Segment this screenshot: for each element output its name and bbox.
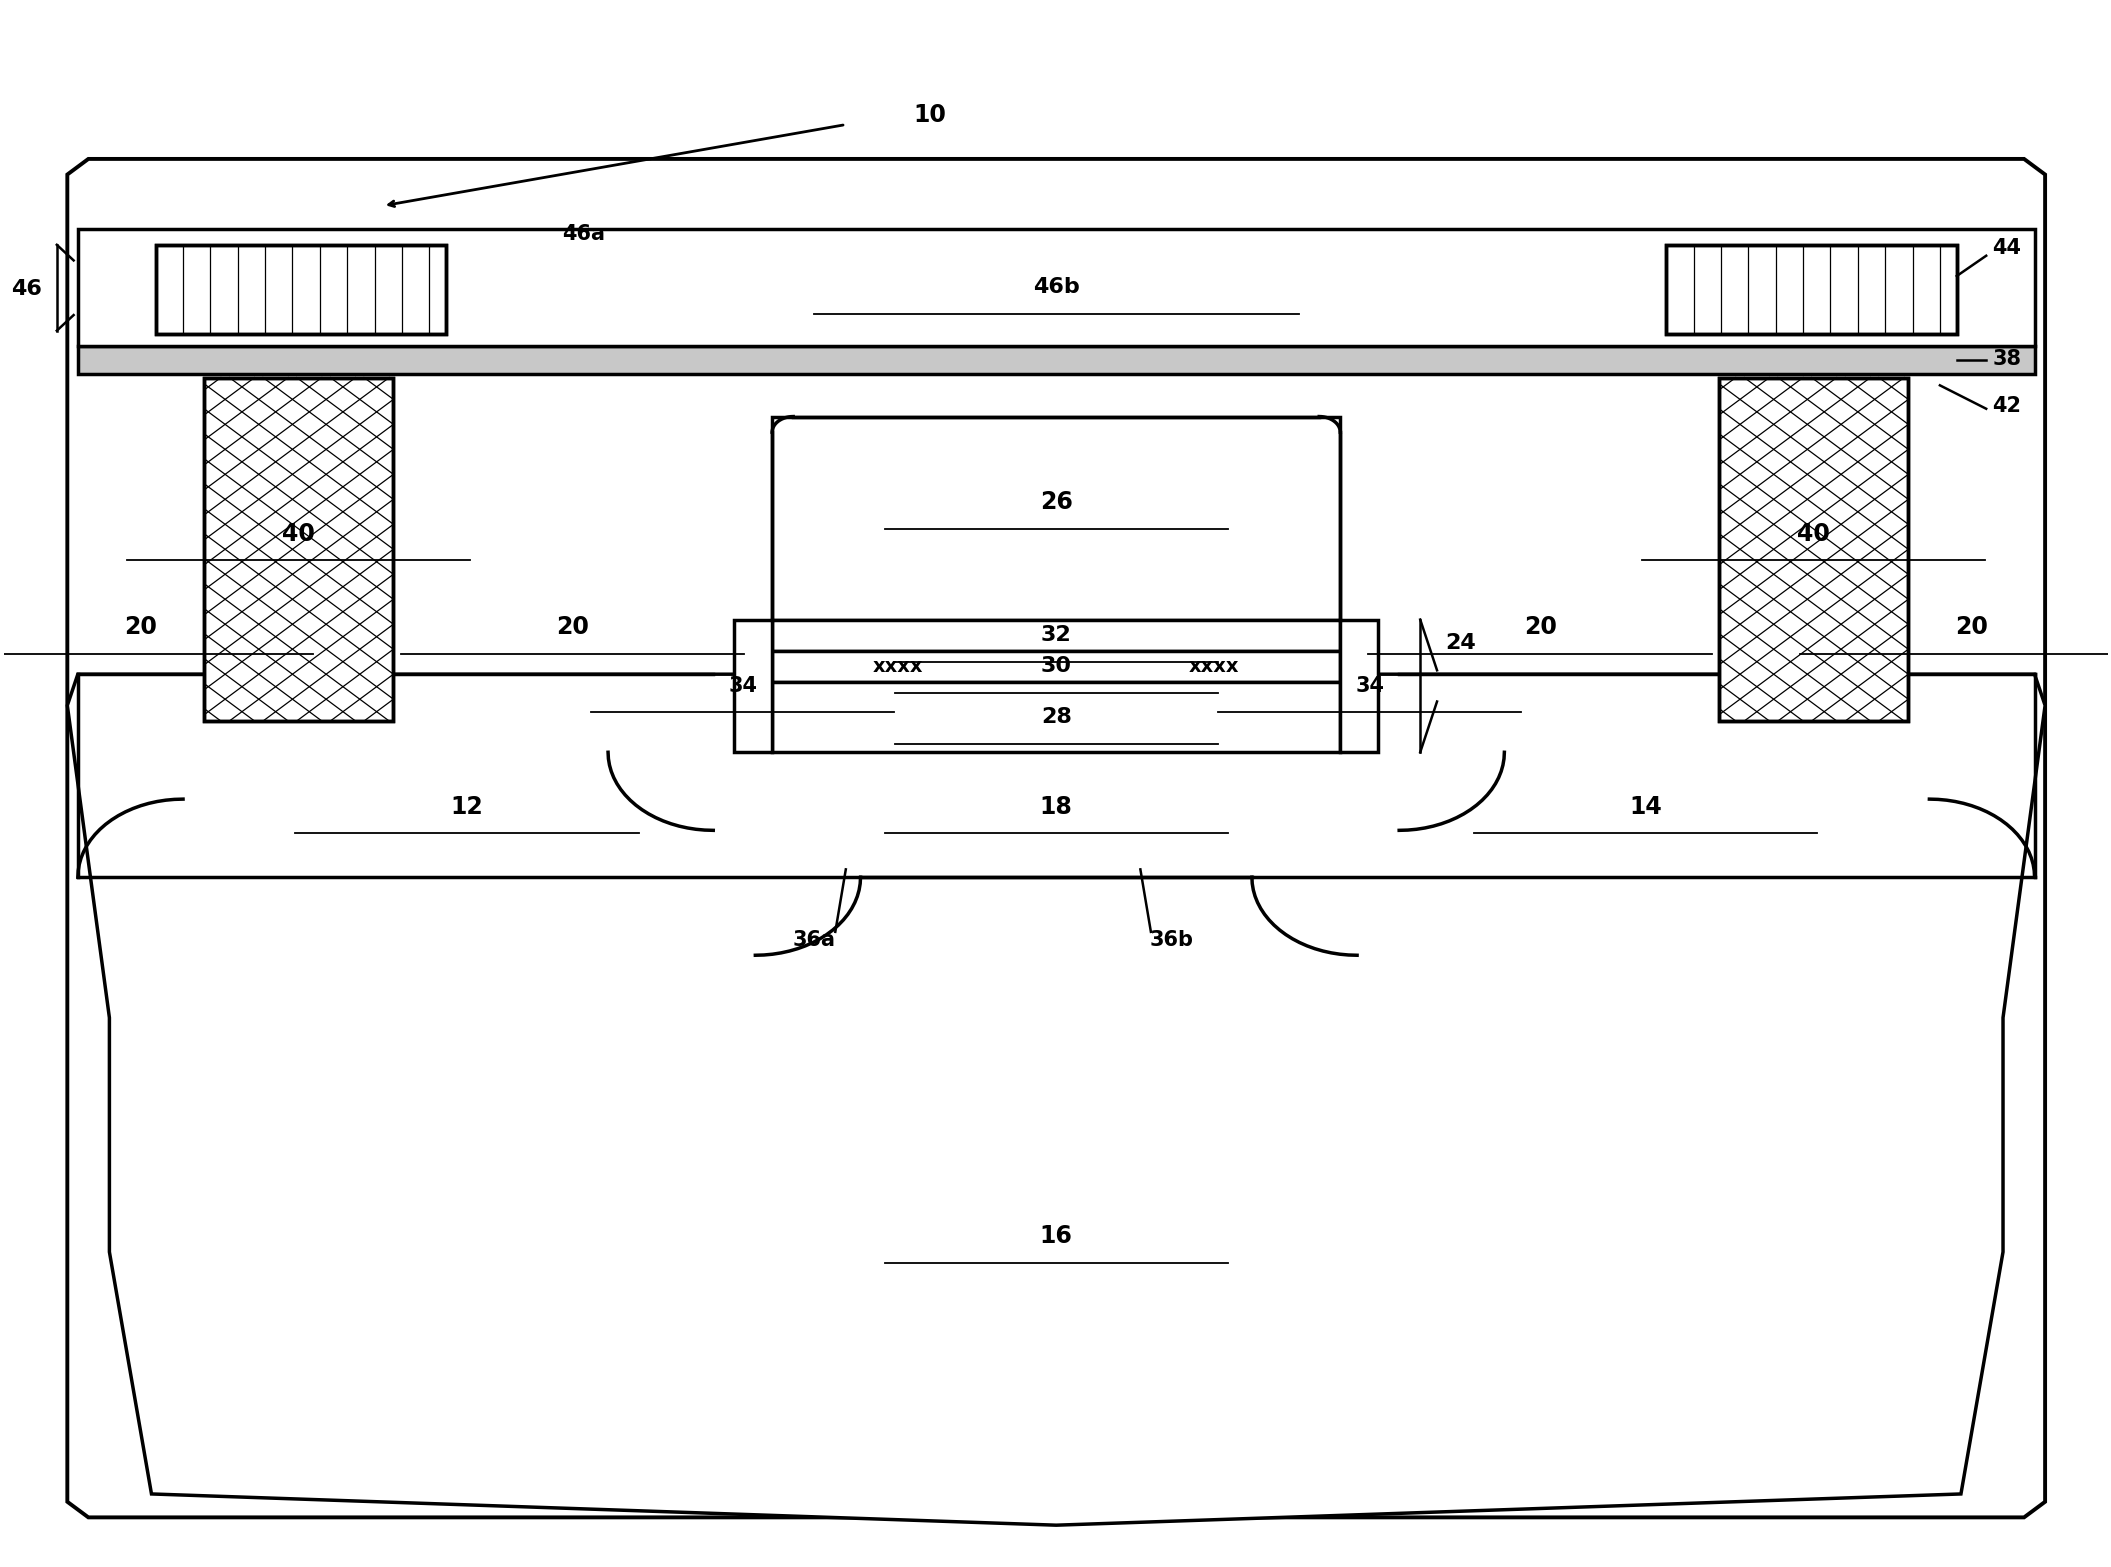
Text: 46b: 46b [1032, 277, 1079, 298]
Text: xxxx: xxxx [1188, 657, 1239, 675]
Text: 14: 14 [1630, 794, 1661, 820]
Text: 16: 16 [1041, 1224, 1072, 1249]
Polygon shape [205, 378, 393, 721]
Text: 38: 38 [1993, 349, 2022, 368]
Text: 34: 34 [728, 675, 758, 696]
Polygon shape [156, 244, 445, 334]
Text: 36a: 36a [794, 929, 836, 950]
Polygon shape [78, 229, 2035, 346]
Polygon shape [78, 346, 2035, 375]
Text: 32: 32 [1041, 625, 1072, 646]
Text: 20: 20 [1955, 616, 1989, 639]
Polygon shape [773, 682, 1340, 752]
Text: 40: 40 [283, 522, 315, 545]
Polygon shape [773, 619, 1340, 650]
Text: 40: 40 [1796, 522, 1830, 545]
Text: 46a: 46a [562, 224, 604, 244]
Polygon shape [1666, 244, 1957, 334]
Polygon shape [1718, 378, 1908, 721]
Text: 20: 20 [125, 616, 158, 639]
Text: 30: 30 [1041, 657, 1072, 677]
Text: 20: 20 [555, 616, 589, 639]
Polygon shape [773, 650, 1340, 682]
Text: 46: 46 [11, 279, 42, 299]
Text: 18: 18 [1041, 794, 1072, 820]
Text: 20: 20 [1524, 616, 1556, 639]
Polygon shape [735, 619, 773, 752]
Polygon shape [773, 417, 1340, 619]
Polygon shape [1340, 619, 1378, 752]
Text: 10: 10 [914, 103, 946, 127]
Text: 28: 28 [1041, 707, 1072, 727]
Polygon shape [68, 158, 2046, 1517]
Text: 34: 34 [1355, 675, 1385, 696]
Text: 26: 26 [1041, 490, 1072, 514]
Text: 44: 44 [1993, 238, 2022, 259]
Text: 24: 24 [1446, 633, 1476, 653]
Text: 36b: 36b [1150, 929, 1195, 950]
Text: 42: 42 [1993, 395, 2022, 415]
Text: 12: 12 [452, 794, 483, 820]
Polygon shape [68, 674, 2046, 1525]
Text: xxxx: xxxx [874, 657, 925, 675]
